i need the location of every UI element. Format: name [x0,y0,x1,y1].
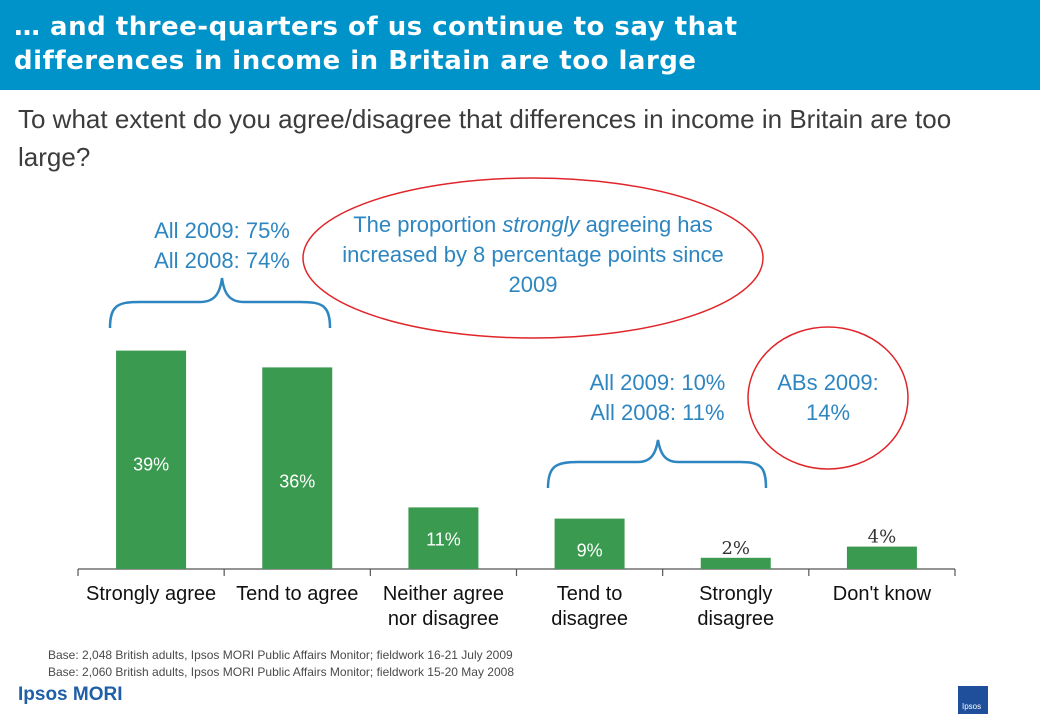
disagree-2009-label: All 2009: 10% [589,370,726,395]
category-label: nor disagree [388,608,499,630]
disagree-totals-note: All 2009: 10% All 2008: 11% [560,368,755,428]
data-label: 2% [721,538,750,559]
bar [700,557,771,569]
bar [262,367,333,569]
category-label: Neither agree [383,583,504,605]
agree-2008-label: All 2008: 74% [154,248,290,273]
slide-title: … and three-quarters of us continue to s… [14,12,738,76]
bar [116,350,187,569]
category-label: disagree [697,608,774,630]
ipsos-mori-logo: Ipsos MORI [18,684,123,705]
data-label: 11% [426,529,461,549]
data-label: 36% [279,471,315,491]
base-note-2009: Base: 2,048 British adults, Ipsos MORI P… [48,648,513,662]
category-label: disagree [551,608,628,630]
bar [846,546,917,569]
strongly-emphasis: strongly [502,212,580,237]
title-banner: … and three-quarters of us continue to s… [0,0,1040,90]
bar [554,518,625,569]
bar [408,507,479,569]
data-label: 9% [577,541,603,561]
survey-question: To what extent do you agree/disagree tha… [18,104,952,172]
abs-2009-value: 14% [805,400,851,425]
abs-note: ABs 2009: 14% [758,368,898,428]
data-label: 39% [133,455,169,475]
category-label: Don't know [833,583,932,605]
category-label: Strongly agree [86,583,216,605]
base-note-2008: Base: 2,060 British adults, Ipsos MORI P… [48,665,514,679]
category-label: Tend to agree [236,583,358,605]
strongly-agree-note-circle [302,177,764,339]
category-label: Strongly [699,583,772,605]
data-label: 4% [868,527,897,548]
category-label: Tend to [557,583,623,605]
base-notes: Base: 2,048 British adults, Ipsos MORI P… [48,647,514,681]
agree-bracket [108,277,332,329]
disagree-bracket [546,439,768,489]
disagree-2008-label: All 2008: 11% [590,400,725,425]
agree-2009-label: All 2009: 75% [154,218,290,243]
agree-totals-note: All 2009: 75% All 2008: 74% [122,216,322,276]
abs-2009-label: ABs 2009: [777,370,879,395]
strongly-agree-note: The proportion strongly agreeing has inc… [342,212,724,297]
abs-note-circle [747,326,909,470]
ipsos-corner-logo: Ipsos [958,686,988,714]
slide-number: 9 [1019,72,1026,84]
